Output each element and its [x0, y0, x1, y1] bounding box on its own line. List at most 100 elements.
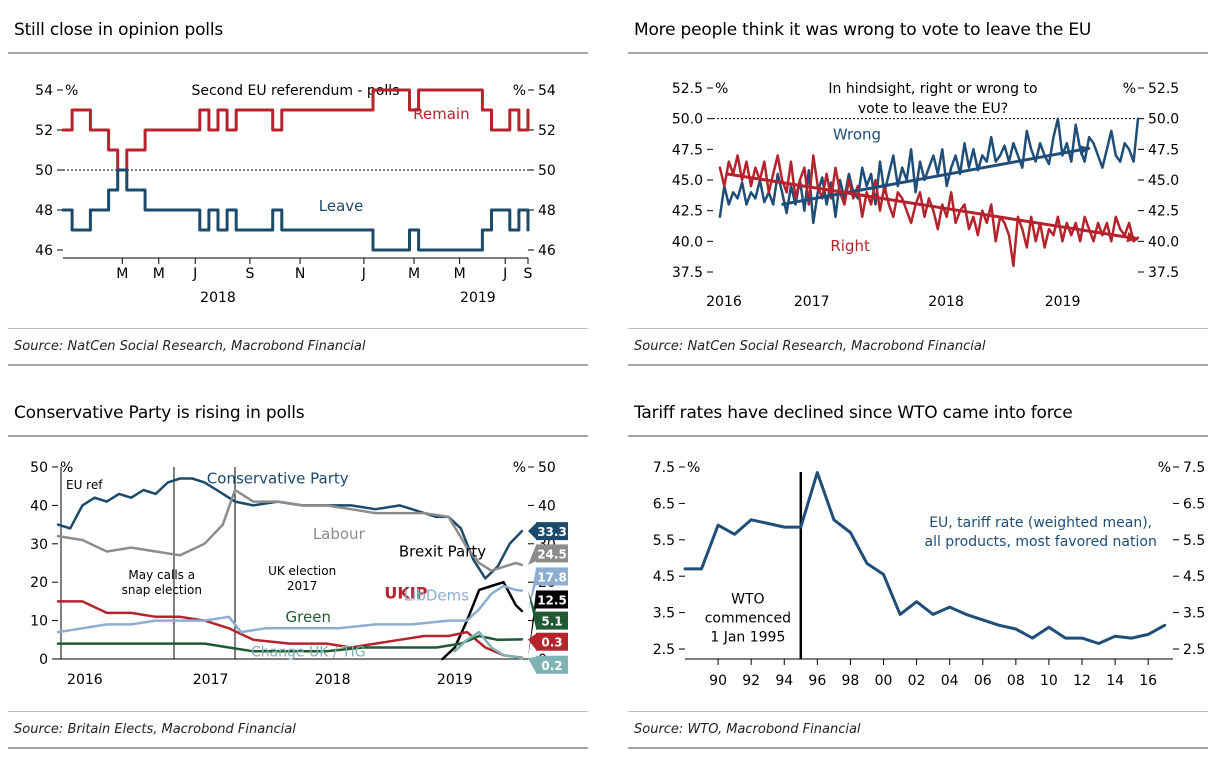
y-tick-label-left: 45.0 [672, 173, 703, 189]
end-value-pointer [528, 633, 536, 650]
y-tick-label-left: 0 [39, 652, 48, 668]
series-line-leave [61, 168, 530, 252]
y-tick-label-right: 47.5 [1148, 142, 1179, 158]
y-tick-label-left: 52 [35, 123, 53, 139]
y-tick-label-left: 5.5 [653, 533, 675, 549]
y-tick-label-right: 7.5 [1183, 460, 1205, 476]
y-tick-label-right: 2.5 [1183, 642, 1205, 658]
y-tick-label-right: 46 [538, 243, 556, 259]
x-tick-label: 98 [842, 673, 860, 689]
end-value-badge [536, 655, 568, 674]
y-tick-label-right: 50 [538, 460, 556, 476]
y-tick-label-left: 3.5 [653, 606, 675, 622]
y-unit-right: % [1123, 81, 1136, 97]
event-label-snap-election: snap election [122, 583, 202, 597]
x-tick-label: 04 [941, 673, 959, 689]
panel-source: Source: Britain Elects, Macrobond Financ… [8, 711, 588, 749]
panel-title: Still close in opinion polls [8, 8, 588, 54]
chart-title-line: In hindsight, right or wrong to [828, 81, 1037, 97]
x-tick-label: S [524, 266, 533, 282]
panel-source: Source: NatCen Social Research, Macrobon… [8, 328, 588, 366]
y-tick-label-left: 37.5 [672, 265, 703, 281]
series-line-conservative-party [56, 477, 524, 580]
y-tick-label-left: 50 [35, 163, 53, 179]
series-label-conservative-party: Conservative Party [207, 470, 349, 488]
x-year-label: 2017 [193, 672, 229, 688]
x-tick-label: 06 [974, 673, 992, 689]
x-year-label: 2019 [437, 672, 473, 688]
end-value-label: 33.3 [537, 525, 567, 539]
series-label-leave: Leave [319, 197, 364, 215]
x-tick-label: 96 [808, 673, 826, 689]
panel-right-wrong-vote: More people think it was wrong to vote t… [628, 8, 1208, 366]
series-line-libdems [56, 584, 524, 634]
y-tick-label-right: 52.5 [1148, 81, 1179, 97]
event-label-wto: 1 Jan 1995 [710, 630, 785, 646]
series-line-change-uk-tig [453, 630, 524, 660]
x-tick-label: N [295, 266, 305, 282]
x-year-label: 2018 [200, 290, 236, 306]
x-year-label: 2016 [67, 672, 103, 688]
end-value-label: 5.1 [541, 615, 562, 629]
y-tick-label-right: 45.0 [1148, 173, 1179, 189]
x-tick-label: 12 [1073, 673, 1091, 689]
trend-arrow-line [781, 146, 1091, 207]
chart-title: Second EU referendum - polls [192, 83, 400, 99]
x-tick-label: 02 [908, 673, 926, 689]
end-value-badge [536, 611, 568, 630]
series-line-ukip [56, 600, 524, 660]
y-tick-label-left: 54 [35, 83, 53, 99]
y-tick-label-right: 37.5 [1148, 265, 1179, 281]
y-tick-label-left: 50.0 [672, 112, 703, 128]
series-line-wrong [718, 117, 1140, 225]
y-tick-label-left: 47.5 [672, 142, 703, 158]
series-label-libdems: LibDems [404, 587, 469, 605]
series-label-right: Right [830, 237, 870, 255]
chart-party-polls: 0010102020303040405050%%2016201720182019… [30, 460, 568, 688]
y-tick-label-right: 6.5 [1183, 496, 1205, 512]
y-tick-label-left: 2.5 [653, 642, 675, 658]
x-tick-label: J [502, 266, 507, 282]
end-value-label: 12.5 [537, 593, 567, 607]
x-year-label: 2019 [1045, 294, 1081, 310]
y-tick-label-left: 52.5 [672, 81, 703, 97]
end-value-badge [536, 522, 568, 541]
panel-title: Conservative Party is rising in polls [8, 391, 588, 437]
x-tick-label: J [192, 266, 197, 282]
end-value-label: 0.2 [541, 659, 562, 673]
x-tick-label: 90 [709, 673, 727, 689]
x-year-label: 2016 [706, 294, 742, 310]
end-value-badge [536, 590, 568, 609]
x-tick-label: 14 [1106, 673, 1124, 689]
y-tick-label-left: 46 [35, 243, 53, 259]
y-unit-left: % [715, 81, 728, 97]
y-tick-label-right: 54 [538, 83, 556, 99]
series-label-eu-tariff: EU, tariff rate (weighted mean), [929, 515, 1152, 531]
x-tick-label: M [153, 266, 165, 282]
series-label-remain: Remain [413, 105, 469, 123]
end-value-badge [536, 567, 568, 586]
trend-arrow-head [1126, 232, 1138, 243]
y-unit-left: % [65, 83, 78, 99]
panel-tariff-rates: Tariff rates have declined since WTO cam… [628, 391, 1208, 749]
trend-arrow-head [1078, 144, 1091, 156]
x-tick-label: S [245, 266, 254, 282]
x-year-label: 2017 [794, 294, 830, 310]
x-year-label: 2019 [460, 290, 496, 306]
end-value-label: 17.8 [537, 570, 567, 584]
chart-title-line: vote to leave the EU? [858, 101, 1008, 117]
x-tick-label: 16 [1139, 673, 1157, 689]
series-label-change-uk-tig: Change UK / TIG [251, 644, 366, 660]
y-unit-left: % [60, 460, 73, 476]
y-tick-label-left: 42.5 [672, 204, 703, 220]
y-tick-label-right: 3.5 [1183, 606, 1205, 622]
x-year-label: 2018 [928, 294, 964, 310]
chart-right-wrong-vote: 37.5 37.5 40.0 40.0 42.5 42.5 45.0 45.0 47.5 47.5… [672, 81, 1179, 310]
series-label-brexit-party: Brexit Party [399, 542, 486, 560]
panel-party-polls: Conservative Party is rising in polls 0 0… [8, 391, 588, 749]
x-tick-label: 00 [875, 673, 893, 689]
end-value-badge [536, 544, 568, 563]
y-tick-label-left: 10 [30, 614, 48, 630]
y-tick-label-right: 48 [538, 203, 556, 219]
y-tick-label-left: 40.0 [672, 234, 703, 250]
